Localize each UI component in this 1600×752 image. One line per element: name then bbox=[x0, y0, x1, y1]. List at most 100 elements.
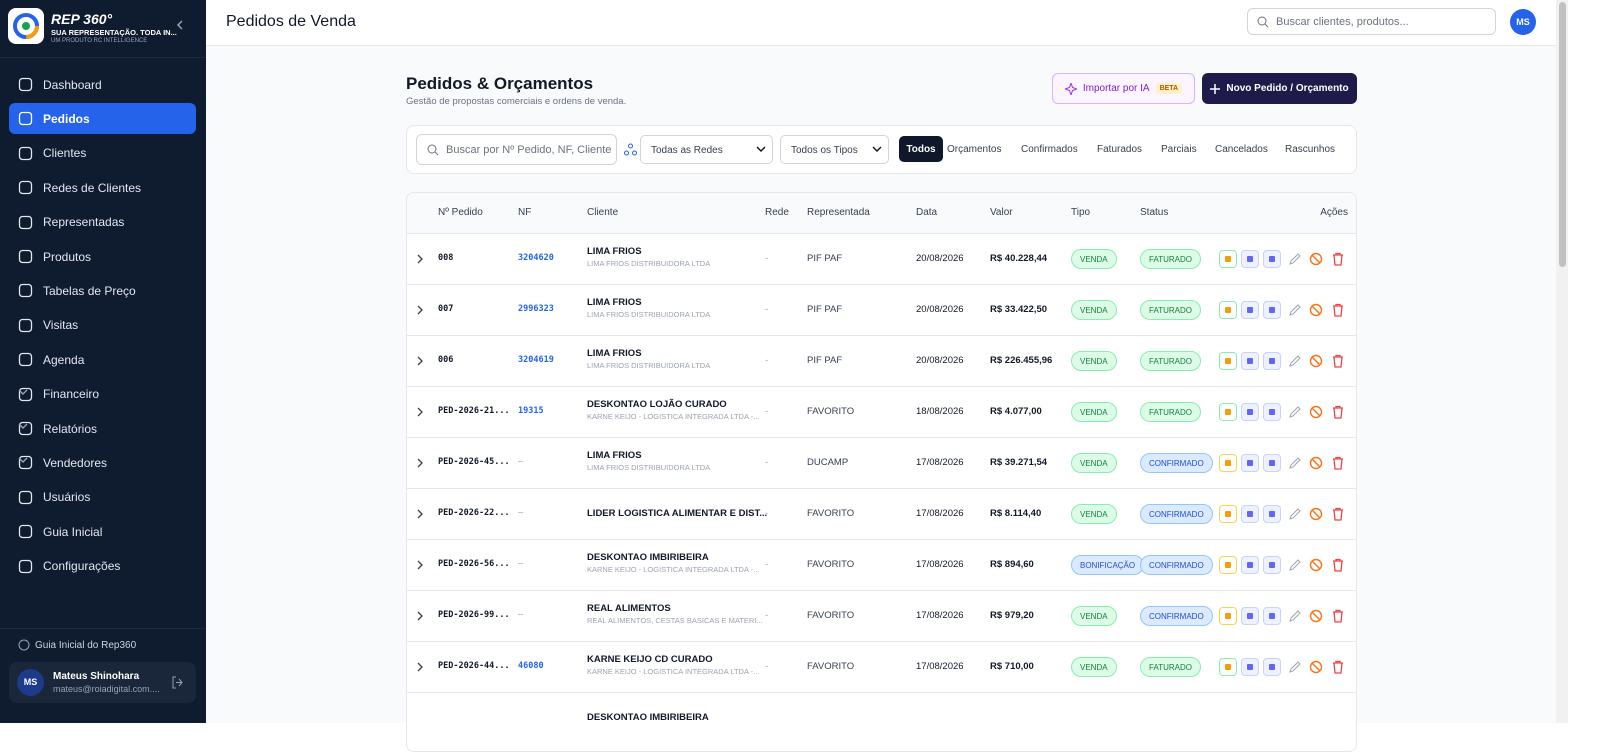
action-button[interactable] bbox=[1241, 658, 1259, 676]
action-button[interactable] bbox=[1241, 505, 1259, 523]
order-search[interactable]: Buscar por Nº Pedido, NF, Cliente bbox=[416, 134, 617, 165]
delete-button[interactable] bbox=[1331, 507, 1345, 521]
edit-button[interactable] bbox=[1288, 456, 1302, 470]
nav-item[interactable]: Configurações bbox=[9, 551, 196, 582]
filter-tab[interactable]: Rascunhos bbox=[1285, 144, 1336, 155]
cancel-button[interactable] bbox=[1309, 252, 1323, 266]
action-button[interactable] bbox=[1263, 454, 1281, 472]
expand-row[interactable] bbox=[416, 611, 424, 621]
action-button[interactable] bbox=[1241, 556, 1259, 574]
cancel-button[interactable] bbox=[1309, 660, 1323, 674]
action-button[interactable] bbox=[1219, 250, 1237, 268]
type-select[interactable]: Todos os Tipos bbox=[780, 135, 889, 164]
action-button[interactable] bbox=[1263, 556, 1281, 574]
new-order-button[interactable]: Novo Pedido / Orçamento bbox=[1202, 73, 1357, 104]
cancel-button[interactable] bbox=[1309, 456, 1323, 470]
expand-row[interactable] bbox=[416, 560, 424, 570]
action-button[interactable] bbox=[1219, 403, 1237, 421]
table-row[interactable]: PED-2026-44... 46080 KARNE KEIJO CD CURADO… bbox=[407, 641, 1356, 692]
table-row[interactable]: PED-2026-99... — REAL ALIMENTOS REAL ALIMEN… bbox=[407, 590, 1356, 641]
invoice-number[interactable]: 46080 bbox=[518, 661, 544, 671]
action-button[interactable] bbox=[1219, 454, 1237, 472]
nav-item[interactable]: Guia Inicial bbox=[9, 516, 196, 547]
nav-item[interactable]: Usuários bbox=[9, 482, 196, 513]
logout-button[interactable] bbox=[171, 676, 184, 689]
edit-button[interactable] bbox=[1288, 507, 1302, 521]
invoice-number[interactable]: 2996323 bbox=[518, 304, 554, 314]
delete-button[interactable] bbox=[1331, 456, 1345, 470]
action-button[interactable] bbox=[1263, 250, 1281, 268]
table-row[interactable]: PED-2026-56... — DESKONTAO IMBIRIBEIRA KARN… bbox=[407, 539, 1356, 590]
cancel-button[interactable] bbox=[1309, 303, 1323, 317]
expand-row[interactable] bbox=[416, 458, 424, 468]
action-button[interactable] bbox=[1263, 607, 1281, 625]
nav-item[interactable]: Relatórios bbox=[9, 413, 196, 444]
action-button[interactable] bbox=[1241, 454, 1259, 472]
action-button[interactable] bbox=[1263, 658, 1281, 676]
edit-button[interactable] bbox=[1288, 303, 1302, 317]
filter-tab[interactable]: Confirmados bbox=[1021, 144, 1078, 155]
action-button[interactable] bbox=[1219, 658, 1237, 676]
delete-button[interactable] bbox=[1331, 252, 1345, 266]
import-button[interactable]: Importar por IA BETA bbox=[1052, 73, 1195, 104]
delete-button[interactable] bbox=[1331, 354, 1345, 368]
table-row[interactable]: DESKONTAO IMBIRIBEIRA bbox=[407, 692, 1356, 743]
nav-item[interactable]: Clientes bbox=[9, 138, 196, 169]
invoice-number[interactable]: 3204620 bbox=[518, 253, 554, 263]
expand-row[interactable] bbox=[416, 662, 424, 672]
nav-item[interactable]: Visitas bbox=[9, 310, 196, 341]
network-select[interactable]: Todas as Redes bbox=[640, 135, 773, 164]
delete-button[interactable] bbox=[1331, 609, 1345, 623]
nav-item[interactable]: Representadas bbox=[9, 207, 196, 238]
cancel-button[interactable] bbox=[1309, 354, 1323, 368]
nav-item[interactable]: Financeiro bbox=[9, 379, 196, 410]
expand-row[interactable] bbox=[416, 356, 424, 366]
collapse-button[interactable] bbox=[175, 19, 185, 31]
action-button[interactable] bbox=[1219, 607, 1237, 625]
action-button[interactable] bbox=[1241, 607, 1259, 625]
filter-tab[interactable]: Orçamentos bbox=[947, 144, 1002, 155]
edit-button[interactable] bbox=[1288, 252, 1302, 266]
filter-tab[interactable]: Parciais bbox=[1161, 144, 1197, 155]
action-button[interactable] bbox=[1241, 403, 1259, 421]
cancel-button[interactable] bbox=[1309, 405, 1323, 419]
nav-item[interactable]: Agenda bbox=[9, 344, 196, 375]
table-row[interactable]: PED-2026-45... — LIMA FRIOS LIMA FRIOS DIST… bbox=[407, 437, 1356, 488]
edit-button[interactable] bbox=[1288, 558, 1302, 572]
table-row[interactable]: PED-2026-22... — LIDER LOGISTICA ALIMENTAR… bbox=[407, 488, 1356, 539]
action-button[interactable] bbox=[1219, 556, 1237, 574]
cancel-button[interactable] bbox=[1309, 558, 1323, 572]
nav-item[interactable]: Pedidos bbox=[9, 103, 196, 135]
global-search[interactable]: Buscar clientes, produtos... bbox=[1247, 8, 1496, 35]
invoice-number[interactable]: 3204619 bbox=[518, 355, 554, 365]
action-button[interactable] bbox=[1219, 505, 1237, 523]
nav-item[interactable]: Redes de Clientes bbox=[9, 172, 196, 203]
action-button[interactable] bbox=[1241, 352, 1259, 370]
avatar[interactable]: MS bbox=[1510, 9, 1536, 35]
help-link[interactable]: Guia Inicial do Rep360 bbox=[35, 640, 137, 651]
delete-button[interactable] bbox=[1331, 405, 1345, 419]
delete-button[interactable] bbox=[1331, 303, 1345, 317]
invoice-number[interactable]: 19315 bbox=[518, 406, 544, 416]
expand-row[interactable] bbox=[416, 407, 424, 417]
action-button[interactable] bbox=[1263, 352, 1281, 370]
table-row[interactable]: PED-2026-21... 19315 DESKONTAO LOJÃO CURAD… bbox=[407, 386, 1356, 437]
edit-button[interactable] bbox=[1288, 405, 1302, 419]
scroll-thumb[interactable] bbox=[1559, 2, 1566, 267]
edit-button[interactable] bbox=[1288, 354, 1302, 368]
nav-item[interactable]: Tabelas de Preço bbox=[9, 275, 196, 306]
nav-item[interactable]: Produtos bbox=[9, 241, 196, 272]
edit-button[interactable] bbox=[1288, 609, 1302, 623]
expand-row[interactable] bbox=[416, 509, 424, 519]
action-button[interactable] bbox=[1263, 505, 1281, 523]
nav-item[interactable]: Dashboard bbox=[9, 69, 196, 100]
action-button[interactable] bbox=[1263, 403, 1281, 421]
expand-row[interactable] bbox=[416, 305, 424, 315]
filter-tab[interactable]: Todos bbox=[899, 136, 943, 162]
edit-button[interactable] bbox=[1288, 660, 1302, 674]
nav-item[interactable]: Vendedores bbox=[9, 447, 196, 478]
expand-row[interactable] bbox=[416, 254, 424, 264]
cancel-button[interactable] bbox=[1309, 507, 1323, 521]
table-row[interactable]: 007 2996323 LIMA FRIOS LIMA FRIOS DISTRIBUI… bbox=[407, 284, 1356, 335]
table-row[interactable]: 006 3204619 LIMA FRIOS LIMA FRIOS DISTRIBUI… bbox=[407, 335, 1356, 386]
